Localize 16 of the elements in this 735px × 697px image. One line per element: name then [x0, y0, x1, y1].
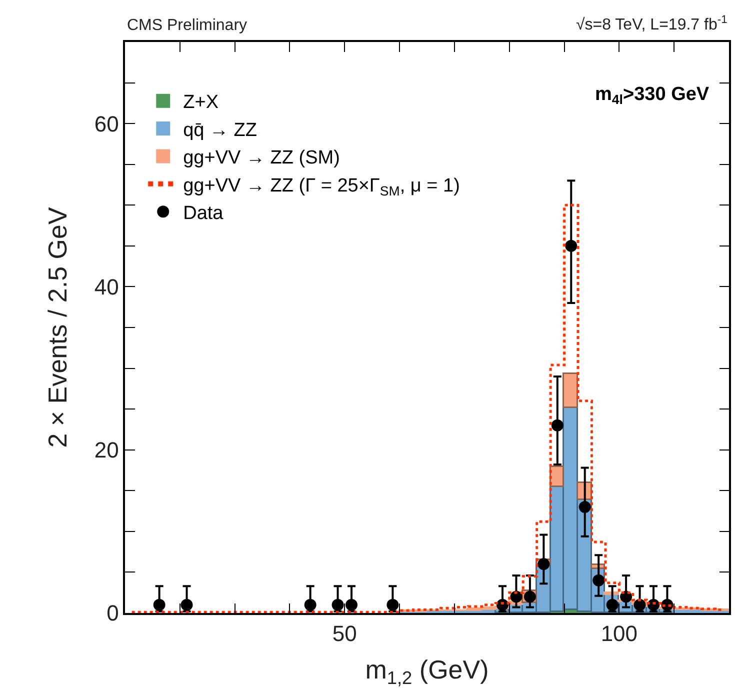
chart-title: CMS Preliminary — [127, 17, 248, 34]
chart-subtitle: √s=8 TeV, L=19.7 fb$^{-1}$ — [576, 14, 728, 34]
legend-label: Z+X — [183, 92, 219, 114]
x-axis-title: m$_{1,2}$ (GeV) — [365, 654, 489, 688]
y-tick-label: 60 — [94, 111, 119, 136]
y-tick-label: 0 — [106, 600, 119, 626]
y-tick-label: 40 — [94, 274, 119, 300]
x-tick-label: 50 — [332, 621, 357, 646]
legend-label: gg+VV → ZZ (Γ = 25×Γ$_{SM}$, μ = 1) — [183, 175, 460, 198]
y-axis-title: 2 × Events / 2.5 GeV — [42, 206, 72, 448]
x-tick-label: 100 — [600, 621, 638, 646]
annotation: m$_{4l}$>330 GeV — [595, 84, 710, 107]
legend-label: Data — [183, 203, 224, 224]
legend-label: qq̄ → ZZ — [183, 120, 258, 141]
legend-label: gg+VV → ZZ (SM) — [183, 148, 340, 169]
y-tick-label: 20 — [94, 438, 119, 463]
